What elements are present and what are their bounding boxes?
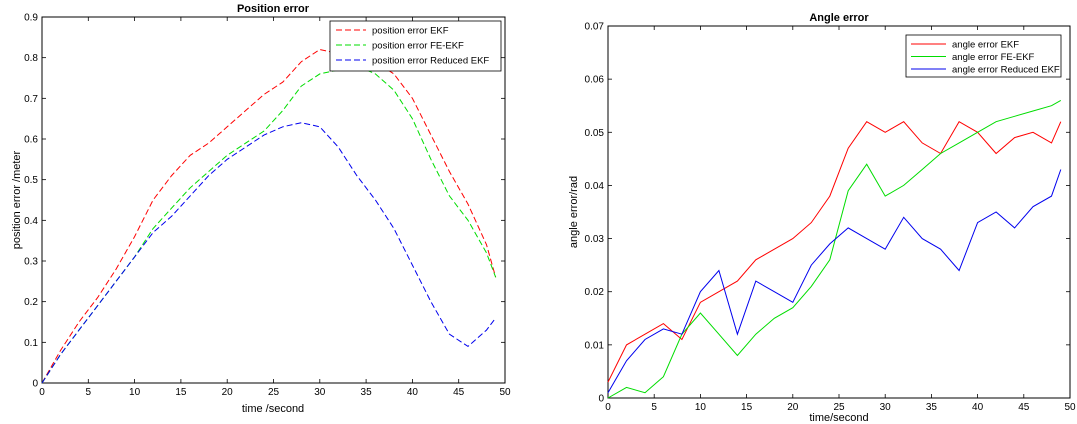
chart-title: Position error <box>237 3 310 15</box>
legend-entry-2: position error Reduced EKF <box>372 56 489 67</box>
x-tick-label: 30 <box>314 387 326 398</box>
series-lines <box>607 99 1062 399</box>
legend-entry-1: angle error FE-EKF <box>952 52 1035 63</box>
x-tick-label: 30 <box>880 402 892 413</box>
y-tick-label: 0.7 <box>24 94 38 105</box>
y-tick-label: 0.8 <box>24 53 38 64</box>
series-line-2 <box>41 122 497 384</box>
y-tick-label: 0 <box>32 379 38 390</box>
x-tick-label: 10 <box>129 387 141 398</box>
x-tick-label: 25 <box>268 387 280 398</box>
chart-title: Angle error <box>809 12 869 24</box>
y-axis-label: position error /meter <box>11 150 23 249</box>
x-tick-label: 5 <box>651 402 657 413</box>
y-tick-label: 0.5 <box>24 175 38 186</box>
x-tick-label: 5 <box>86 387 92 398</box>
y-tick-label: 0.07 <box>585 22 605 33</box>
x-tick-label: 50 <box>1064 402 1076 413</box>
y-tick-label: 0.05 <box>585 128 605 139</box>
y-tick-label: 0.9 <box>24 13 38 24</box>
plot-area-frame <box>607 25 1071 399</box>
y-tick-label: 0.2 <box>24 297 38 308</box>
plot-area-frame <box>41 16 506 384</box>
x-tick-label: 35 <box>361 387 373 398</box>
x-tick-label: 20 <box>222 387 234 398</box>
y-tick-label: 0.01 <box>585 340 605 351</box>
series-lines <box>41 48 497 384</box>
x-tick-label: 25 <box>833 402 845 413</box>
y-axis-ticks: 0 0.1 0.2 0.3 0.4 0.5 0.6 0.7 0.8 0.9 <box>24 13 505 390</box>
x-tick-label: 40 <box>972 402 984 413</box>
x-tick-label: 20 <box>787 402 799 413</box>
x-axis-label: time/second <box>809 412 868 424</box>
series-line-0 <box>41 48 497 384</box>
x-tick-label: 40 <box>407 387 419 398</box>
legend: position error EKF position error FE-EKF p… <box>329 20 502 72</box>
y-tick-label: 0.4 <box>24 216 38 227</box>
y-tick-label: 0.06 <box>585 75 605 86</box>
legend-entry-1: position error FE-EKF <box>372 41 464 52</box>
y-tick-label: 0.04 <box>585 181 605 192</box>
y-tick-label: 0.1 <box>24 338 38 349</box>
x-tick-label: 35 <box>926 402 938 413</box>
y-axis-ticks: 0 0.01 0.02 0.03 0.04 0.05 0.06 0.07 <box>585 22 1070 405</box>
x-tick-label: 50 <box>499 387 511 398</box>
x-tick-label: 10 <box>695 402 707 413</box>
legend-entry-0: position error EKF <box>372 26 449 37</box>
series-line-2 <box>607 169 1062 393</box>
legend-entry-0: angle error EKF <box>952 40 1019 51</box>
x-axis-ticks: 0 5 10 15 20 25 30 35 40 45 50 <box>39 17 511 398</box>
y-tick-label: 0.02 <box>585 287 605 298</box>
y-tick-label: 0.6 <box>24 135 38 146</box>
x-axis-ticks: 0 5 10 15 20 25 30 35 40 45 50 <box>605 26 1076 413</box>
x-tick-label: 0 <box>39 387 45 398</box>
x-tick-label: 45 <box>1018 402 1030 413</box>
legend-entry-2: angle error Reduced EKF <box>952 65 1060 76</box>
angle-error-chart: Angle error time/second angle error/rad … <box>568 12 1076 424</box>
y-tick-label: 0.3 <box>24 257 38 268</box>
y-tick-label: 0.03 <box>585 234 605 245</box>
position-error-chart: Position error time /second position err… <box>11 3 511 415</box>
x-axis-label: time /second <box>242 403 304 415</box>
x-tick-label: 0 <box>605 402 611 413</box>
x-tick-label: 15 <box>175 387 187 398</box>
y-axis-label: angle error/rad <box>568 176 580 248</box>
legend-box <box>329 20 502 72</box>
series-line-0 <box>607 121 1062 383</box>
series-line-1 <box>607 99 1062 399</box>
x-tick-label: 15 <box>741 402 753 413</box>
y-tick-label: 0 <box>598 394 604 405</box>
x-tick-label: 45 <box>453 387 465 398</box>
